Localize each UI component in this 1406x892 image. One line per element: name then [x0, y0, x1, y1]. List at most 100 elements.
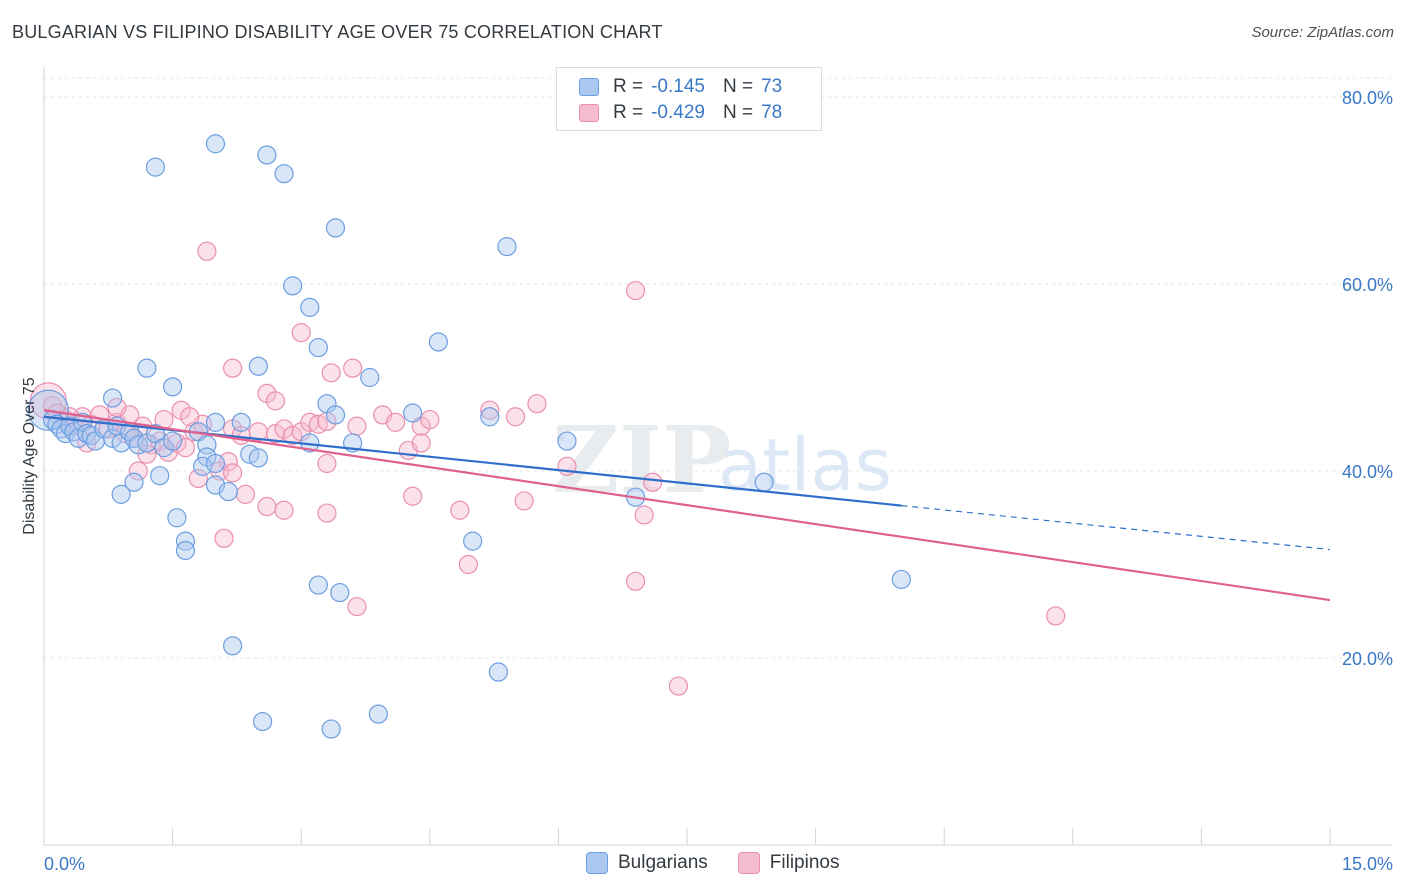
legend-label-filipinos: Filipinos — [769, 852, 840, 873]
bulgarians-point — [488, 662, 508, 682]
y-axis-title: Disability Age Over 75 — [21, 377, 38, 535]
tick-labels: 20.0% 40.0% 60.0% 80.0% 0.0% 15.0% — [44, 88, 1393, 874]
bulgarians-point — [360, 367, 380, 388]
filipinos-trend-line — [43, 409, 1331, 602]
series-legend: Bulgarians Filipinos — [586, 852, 869, 874]
bulgarians-point — [480, 407, 500, 427]
bulgarians-point — [891, 569, 911, 590]
legend-swatch-bulgarians — [586, 852, 608, 874]
legend-swatch-filipinos — [737, 852, 760, 874]
bulgarians-point — [137, 358, 157, 378]
legend-item-filipinos[interactable]: Filipinos — [737, 852, 840, 874]
filipinos-point — [385, 412, 406, 432]
filipinos-point — [634, 505, 654, 525]
bulgarians-point — [428, 332, 448, 352]
bulgarians-point — [283, 276, 303, 296]
bulgarians-point — [403, 403, 423, 423]
bulgarians-point — [325, 405, 346, 425]
filipinos-point — [1046, 606, 1066, 626]
bulgarians-point — [463, 531, 483, 551]
bulgarians-point — [497, 237, 517, 257]
filipinos-point — [505, 407, 526, 427]
filipinos-point — [643, 472, 663, 492]
y-tick-label: 40.0% — [1342, 462, 1393, 482]
gridlines — [44, 77, 1392, 659]
bulgarians-point — [218, 481, 238, 502]
filipinos-point — [411, 433, 431, 453]
filipinos-point — [235, 484, 256, 504]
bulgarians-point — [325, 218, 346, 238]
legend-label-bulgarians: Bulgarians — [618, 852, 708, 873]
filipinos-point — [514, 491, 534, 511]
filipinos-point — [188, 468, 208, 489]
filipinos-point — [265, 424, 286, 444]
y-tick-label: 80.0% — [1342, 88, 1393, 108]
bulgarians-point — [145, 157, 166, 177]
bulgarians-point — [308, 575, 328, 595]
legend-n-label: N = — [722, 76, 754, 97]
trend-lines — [43, 409, 1331, 602]
filipinos-point — [214, 528, 234, 548]
bulgarians-point — [330, 582, 350, 603]
filipinos-point — [265, 391, 286, 411]
bulgarians-point — [257, 145, 277, 165]
bulgarians-point — [205, 453, 226, 474]
filipinos-point — [450, 500, 470, 520]
bulgarians-point — [167, 508, 187, 528]
legend-n-label: N = — [722, 102, 754, 123]
bulgarians-point — [308, 337, 328, 358]
bulgarians-trend-extension — [901, 504, 1331, 551]
bulgarians-point — [368, 704, 388, 724]
bulgarians-point — [163, 377, 183, 397]
legend-item-bulgarians[interactable]: Bulgarians — [586, 852, 708, 874]
bulgarians-point — [163, 431, 183, 451]
filipinos-point — [420, 409, 440, 430]
filipinos-point — [343, 358, 363, 378]
filipinos-point — [347, 416, 367, 436]
filipinos-point — [107, 397, 127, 418]
filipinos-point — [458, 554, 478, 575]
filipinos-point — [197, 241, 217, 261]
filipinos-point — [625, 571, 646, 591]
watermark: ZIP atlas — [552, 406, 892, 514]
bulgarians-points — [27, 134, 911, 739]
filipinos-point — [668, 676, 689, 696]
bulgarians-point — [150, 466, 170, 486]
legend-n-value: 78 — [761, 102, 783, 123]
filipinos-point — [347, 596, 367, 617]
y-tick-label: 20.0% — [1342, 649, 1393, 669]
legend-r-value: -0.145 — [651, 76, 705, 97]
chart-title: BULGARIAN VS FILIPINO DISABILITY AGE OVE… — [12, 22, 663, 42]
bulgarians-point — [124, 472, 144, 492]
bulgarians-point — [274, 164, 294, 184]
x-tick-label: 15.0% — [1342, 854, 1393, 874]
filipinos-point — [248, 422, 268, 442]
bulgarians-point — [205, 412, 226, 432]
legend-swatch-filipinos — [579, 104, 599, 122]
bulgarians-point — [321, 719, 341, 739]
legend-n-value: 73 — [761, 76, 783, 97]
bulgarians-point — [253, 711, 273, 732]
legend-row-bulgarians: R = -0.145 N = 73 — [579, 74, 782, 100]
filipinos-point — [403, 486, 423, 506]
filipinos-point — [291, 323, 311, 343]
bulgarians-point — [223, 636, 243, 656]
source-label: Source: ZipAtlas.com — [1251, 24, 1394, 41]
legend-r-label: R = — [613, 102, 644, 123]
filipinos-point — [128, 461, 148, 481]
bulgarians-point — [300, 297, 320, 317]
bulgarians-point — [248, 448, 268, 468]
bulgarians-point — [111, 484, 131, 504]
correlation-legend: R = -0.145 N = 73 R = -0.429 N = 78 — [556, 67, 822, 131]
legend-row-filipinos: R = -0.429 N = 78 — [579, 100, 782, 126]
filipinos-point — [625, 280, 646, 301]
bulgarians-point — [754, 472, 774, 492]
filipinos-point — [223, 463, 243, 483]
watermark-zip: ZIP — [552, 406, 731, 514]
filipinos-point — [223, 358, 243, 378]
filipinos-point — [317, 503, 337, 523]
bulgarians-point — [231, 412, 251, 432]
filipinos-point — [480, 400, 500, 420]
legend-r-value: -0.429 — [651, 102, 705, 123]
